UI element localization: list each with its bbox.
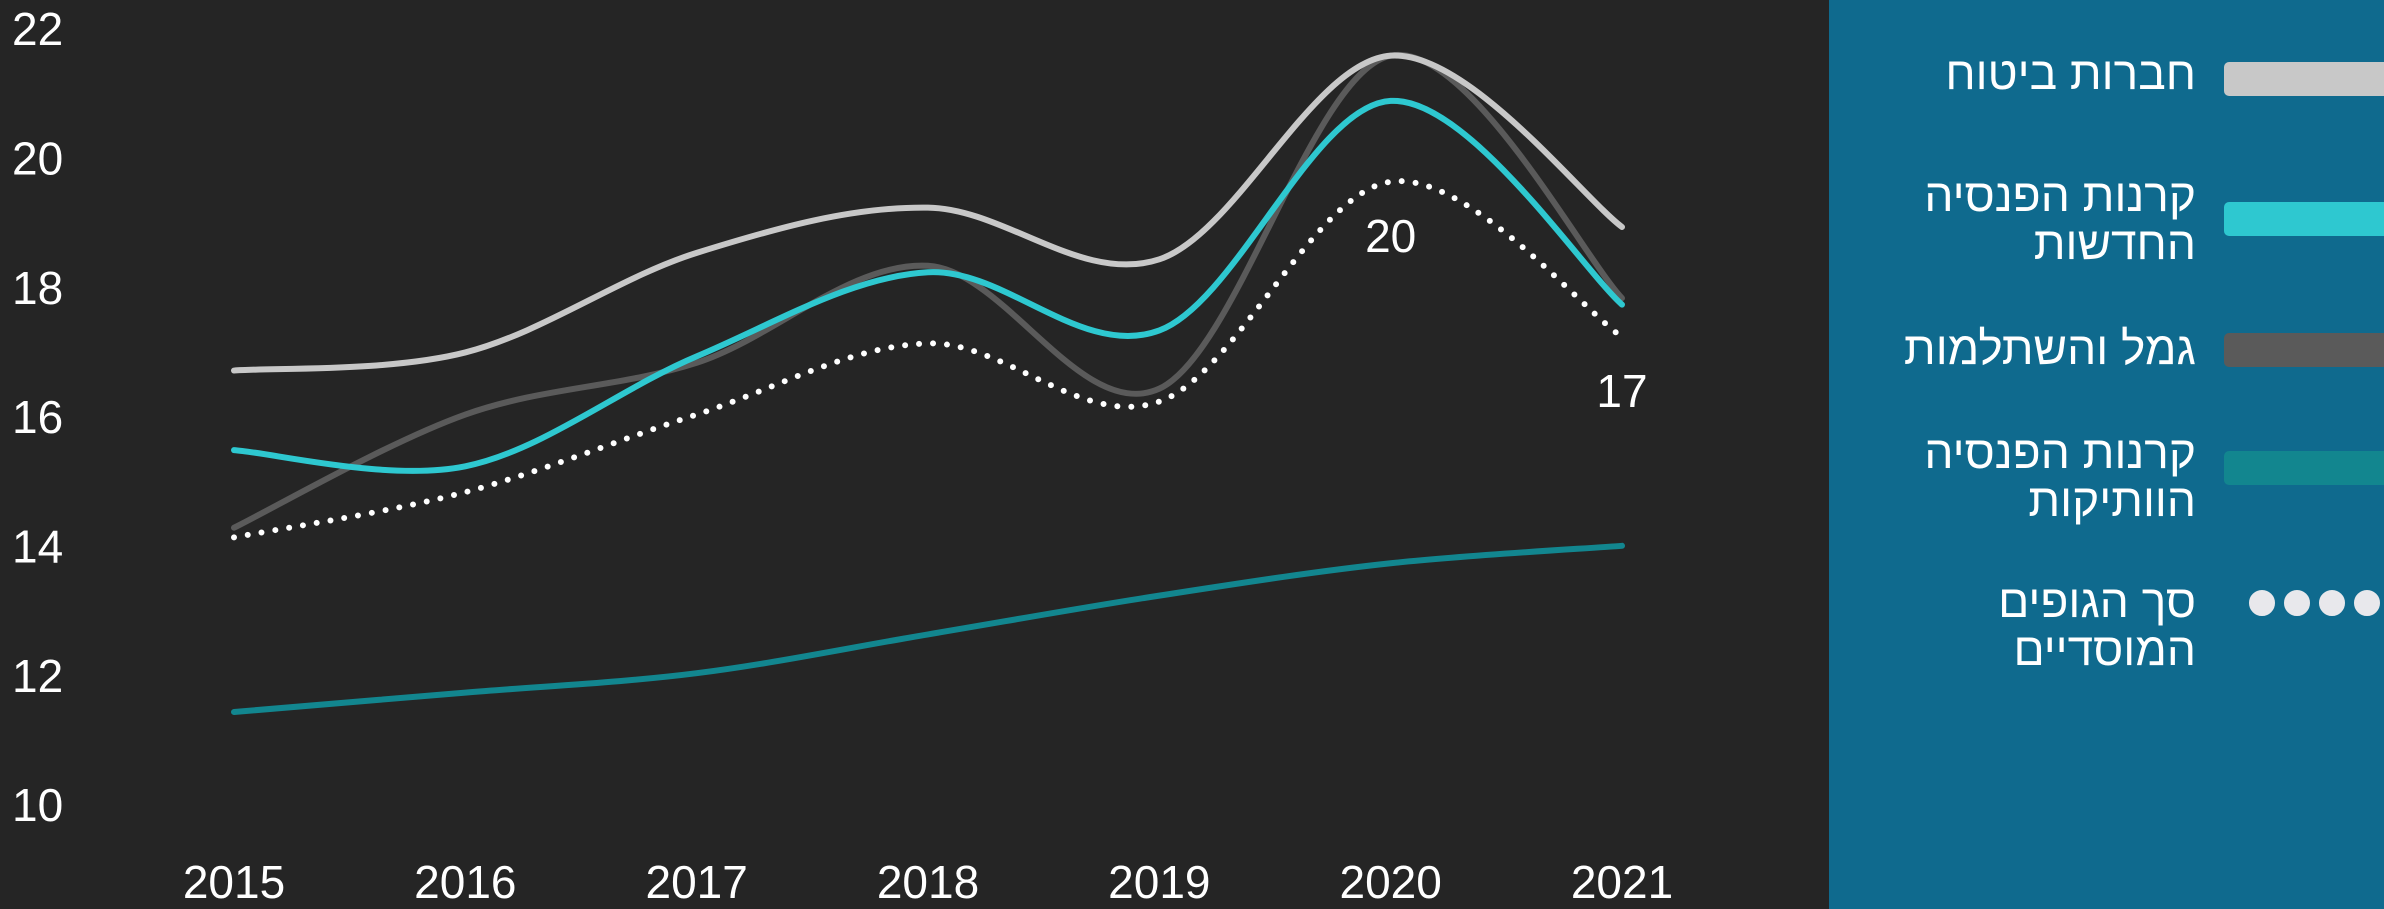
x-tick-label: 2016 — [414, 856, 516, 908]
legend-swatch — [2247, 588, 2277, 618]
legend-label: סך הגופים המוסדיים — [1998, 575, 2196, 675]
y-tick-label: 14 — [12, 520, 63, 572]
y-tick-label: 20 — [12, 132, 63, 184]
y-tick-label: 22 — [12, 3, 63, 55]
data-label: 20 — [1365, 210, 1416, 262]
x-tick-label: 2017 — [645, 856, 747, 908]
legend-swatch — [2224, 333, 2384, 367]
y-tick-label: 18 — [12, 262, 63, 314]
series-line — [231, 178, 1625, 541]
series-line — [231, 542, 1625, 715]
y-tick-label: 10 — [12, 779, 63, 831]
legend-label: חברות ביטוח — [1945, 47, 2196, 99]
x-tick-label: 2018 — [877, 856, 979, 908]
legend-label: גמל והשתלמות — [1903, 322, 2196, 374]
legend-label: קרנות הפנסיה החדשות — [1924, 169, 2196, 269]
legend-swatch — [2282, 588, 2312, 618]
x-tick-label: 2015 — [183, 856, 285, 908]
y-tick-label: 12 — [12, 650, 63, 702]
data-label: 17 — [1596, 365, 1647, 417]
y-tick-label: 16 — [12, 391, 63, 443]
x-tick-label: 2019 — [1108, 856, 1210, 908]
legend-label: קרנות הפנסיה הוותיקות — [1924, 426, 2196, 526]
series-line — [231, 52, 1625, 531]
x-tick-label: 2020 — [1339, 856, 1441, 908]
legend-swatch — [2224, 62, 2384, 96]
legend-swatch — [2224, 202, 2384, 236]
legend-swatch — [2352, 588, 2382, 618]
series-line — [231, 97, 1625, 474]
x-tick-label: 2021 — [1571, 856, 1673, 908]
legend-swatch — [2224, 451, 2384, 485]
legend-swatch — [2317, 588, 2347, 618]
series-line — [231, 52, 1625, 374]
